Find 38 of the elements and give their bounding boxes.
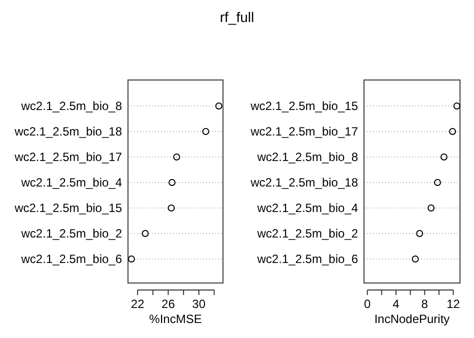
y-tick-label: wc2.1_2.5m_bio_18 [14, 124, 122, 139]
point [449, 128, 456, 135]
point [173, 154, 180, 160]
y-tick-label: wc2.1_2.5m_bio_2 [256, 226, 358, 241]
y-tick-label: wc2.1_2.5m_bio_4 [256, 201, 358, 216]
y-tick-label: wc2.1_2.5m_bio_17 [250, 124, 358, 139]
point [412, 256, 419, 262]
y-tick-label: wc2.1_2.5m_bio_8 [20, 99, 122, 114]
x-tick-label: 26 [162, 297, 176, 311]
y-tick-label: wc2.1_2.5m_bio_15 [250, 99, 358, 114]
y-tick-label: wc2.1_2.5m_bio_17 [14, 150, 122, 164]
y-tick-label: wc2.1_2.5m_bio_18 [250, 176, 358, 190]
point [168, 179, 176, 186]
x-tick-label: 8 [421, 297, 428, 311]
point [215, 102, 222, 110]
point [434, 179, 442, 186]
x-tick-label: 4 [392, 297, 400, 311]
x-tick-label: 12 [446, 297, 460, 311]
point [428, 204, 435, 212]
y-tick-label: wc2.1_2.5m_bio_4 [20, 176, 122, 190]
chart-title: rf_full [220, 9, 254, 25]
point [128, 256, 135, 262]
point [202, 128, 210, 135]
y-tick-label: wc2.1_2.5m_bio_8 [256, 150, 358, 164]
point [142, 230, 149, 237]
x-tick-label: 22 [130, 297, 145, 311]
y-tick-label: wc2.1_2.5m_bio_15 [14, 201, 122, 216]
point [453, 102, 460, 110]
x-tick-label: 30 [192, 297, 206, 311]
x-axis-title: %IncMSE [149, 312, 202, 326]
point [416, 230, 424, 237]
y-tick-label: wc2.1_2.5m_bio_6 [20, 252, 122, 266]
point [168, 204, 175, 212]
x-axis-title: IncNodePurity [374, 312, 450, 326]
x-tick-label: 0 [364, 297, 372, 311]
y-tick-label: wc2.1_2.5m_bio_6 [256, 252, 358, 266]
y-tick-label: wc2.1_2.5m_bio_2 [20, 226, 122, 241]
point [440, 154, 448, 160]
